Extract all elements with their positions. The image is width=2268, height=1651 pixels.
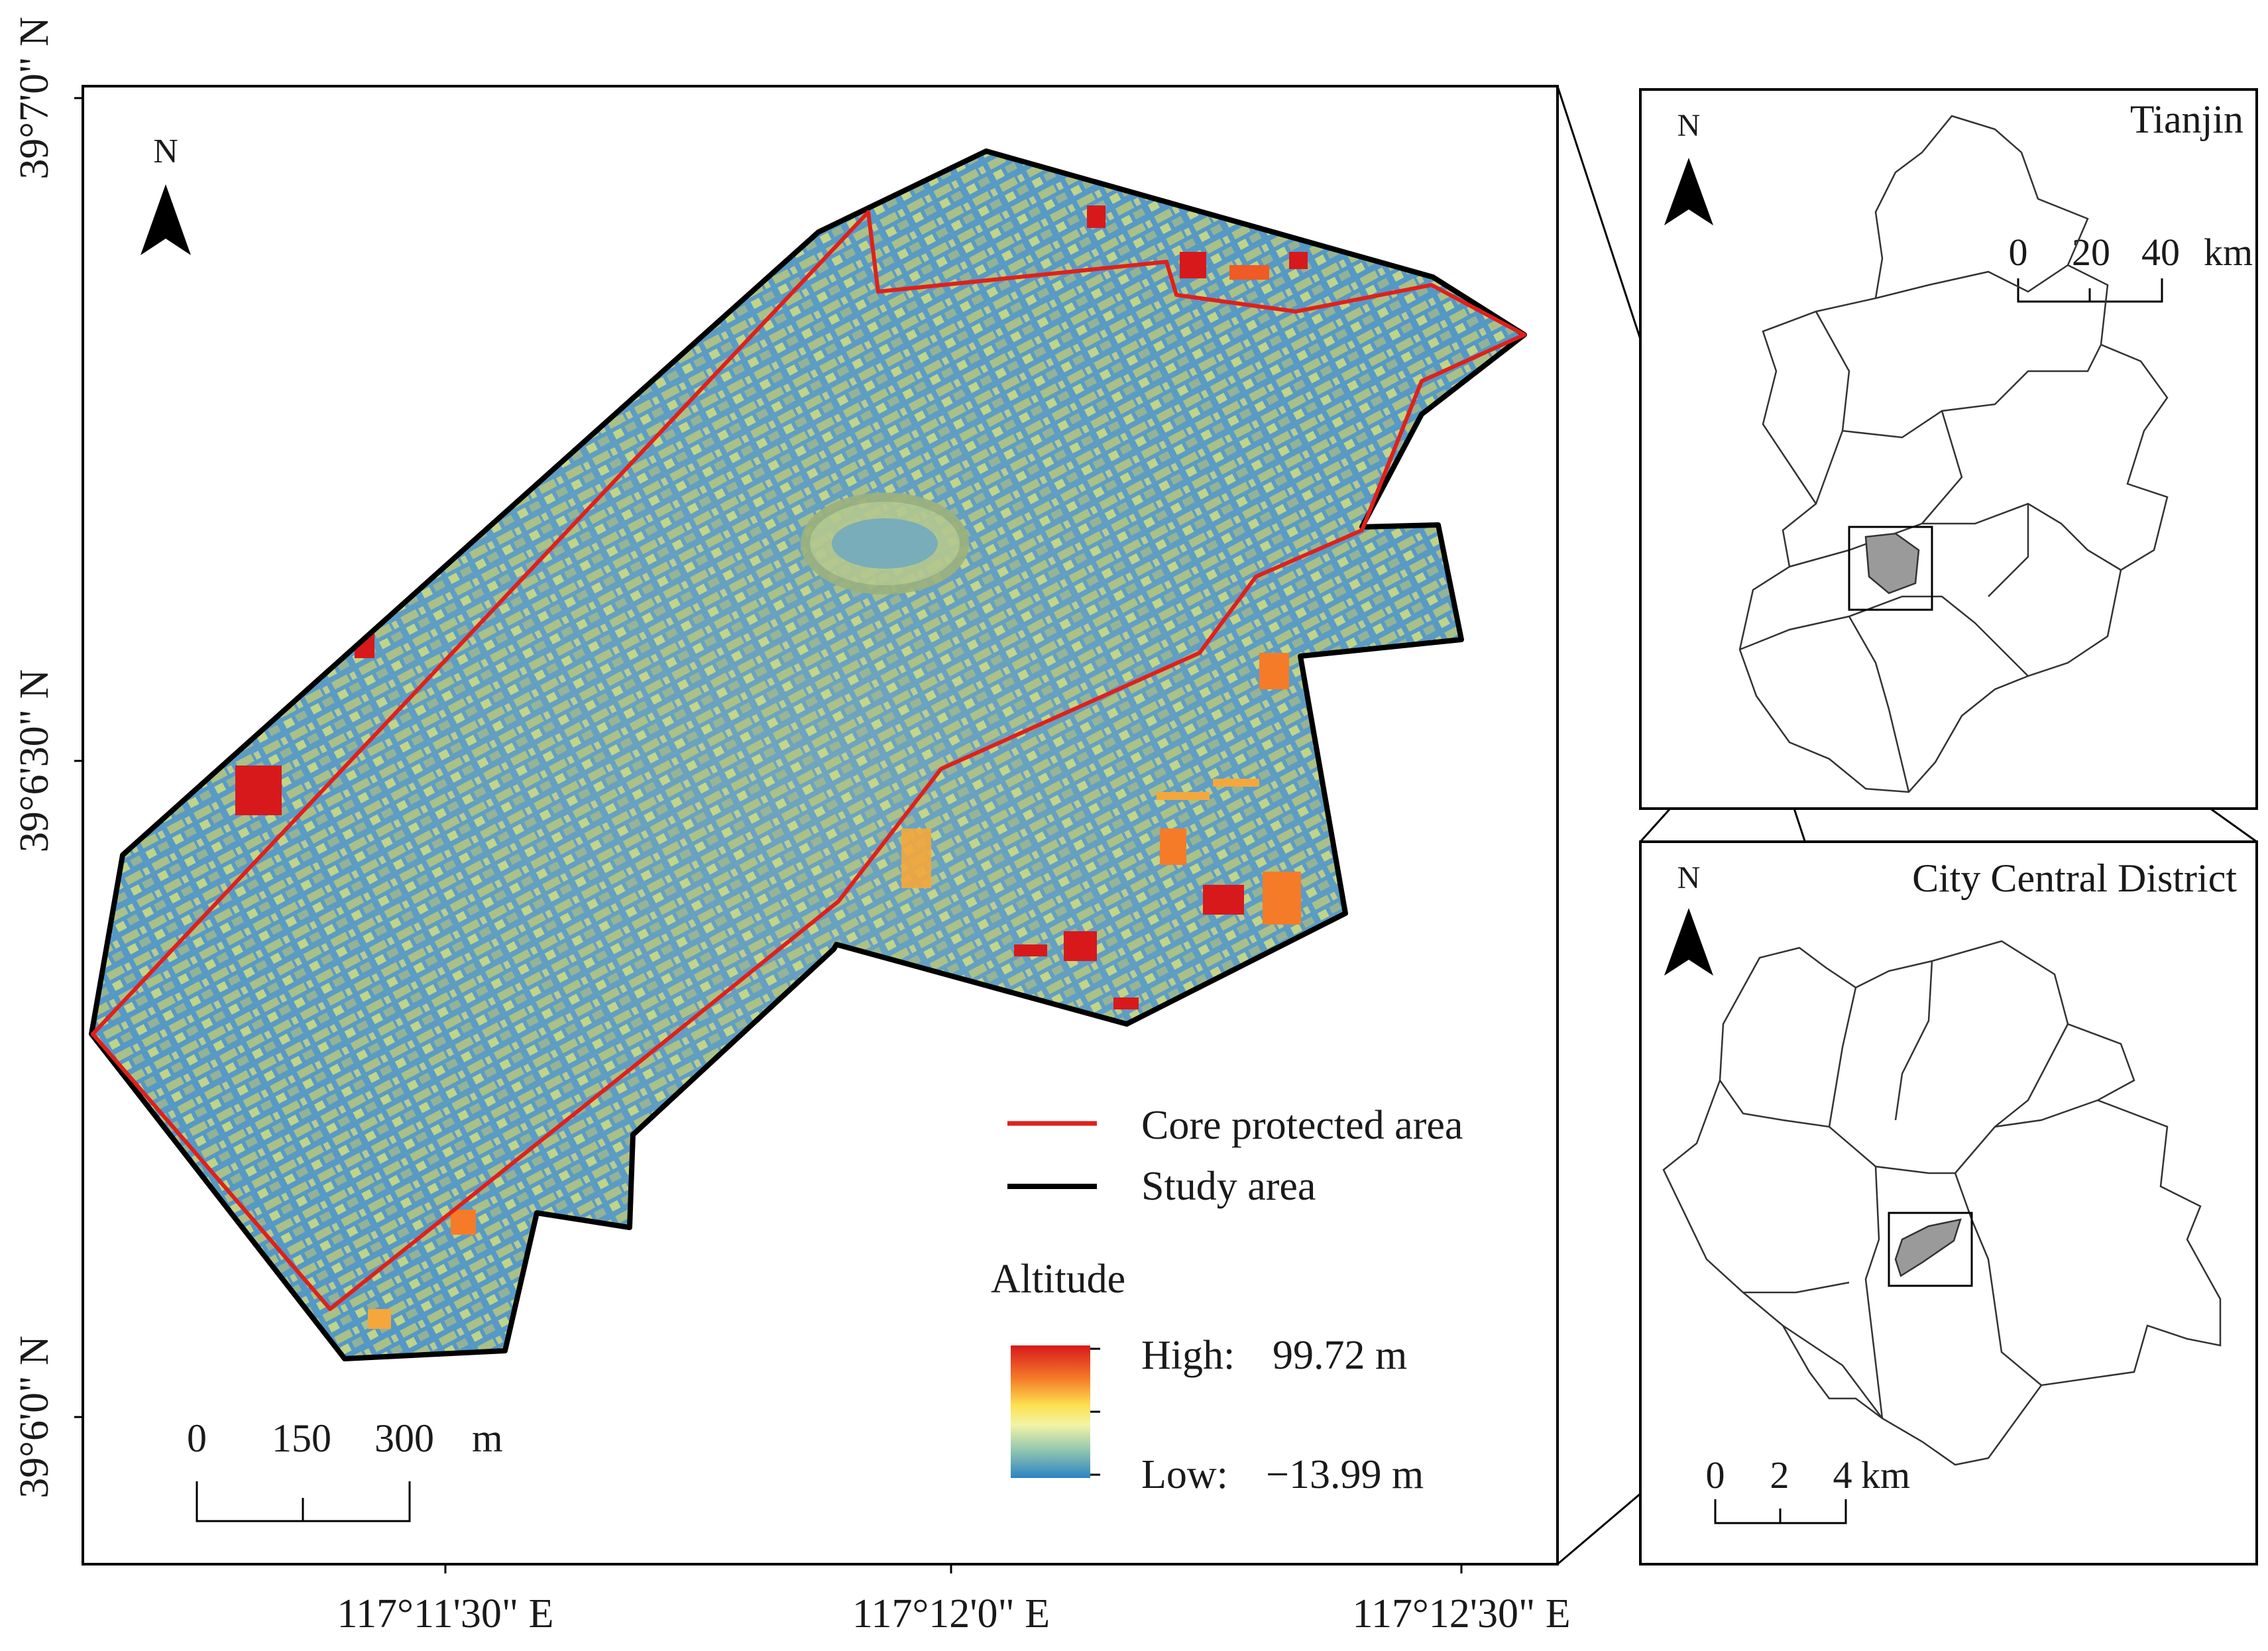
scale-tick-300: 300	[374, 1416, 434, 1460]
north-label: N	[153, 133, 178, 170]
district-locator-box	[1888, 1212, 1973, 1287]
core-protected-area-boundary	[91, 210, 1526, 1311]
legend-low-value: −13.99 m	[1266, 1452, 1424, 1497]
lon-label-right: 117°12'30" E	[1352, 1591, 1570, 1636]
tianjin-north-arrow-icon	[1664, 158, 1713, 225]
north-arrow-icon: N	[141, 133, 191, 255]
district-scale-tick-2: 2	[1770, 1453, 1789, 1497]
legend-study-label: Study area	[1141, 1164, 1316, 1209]
tianjin-city-center-highlight	[1864, 532, 1920, 595]
district-scale-tick-0: 0	[1706, 1453, 1725, 1497]
tianjin-outline	[1738, 115, 2169, 793]
scale-tick-150: 150	[272, 1416, 331, 1460]
lat-label-top: 39°7'0" N	[12, 17, 57, 180]
tianjin-scale-tick-20: 20	[2072, 231, 2110, 274]
altitude-colorbar	[1011, 1345, 1090, 1478]
district-north-arrow-icon	[1664, 908, 1713, 976]
legend-high-label: High:	[1141, 1333, 1235, 1378]
latitude-labels: 39°7'0" N 39°6'30" N 39°6'0" N	[12, 17, 83, 1499]
tianjin-scale-tick-0: 0	[2009, 231, 2028, 274]
tianjin-title: Tianjin	[2130, 97, 2243, 141]
legend: Core protected area Study area Altitude …	[991, 1103, 1463, 1497]
tianjin-inset-frame	[1639, 88, 2258, 810]
district-study-area-highlight	[1894, 1218, 1962, 1277]
tianjin-inset: Tianjin N 0 20 40 km	[1639, 88, 2258, 810]
scale-unit: m	[472, 1416, 503, 1460]
lat-label-bottom: 39°6'0" N	[12, 1336, 57, 1499]
district-inset-frame	[1639, 840, 2258, 1566]
lat-label-middle: 39°6'30" N	[12, 669, 57, 853]
altitude-raster	[91, 151, 1524, 1359]
scale-tick-0: 0	[187, 1416, 207, 1460]
district-scale-tick-4: 4	[1833, 1453, 1852, 1497]
district-scale-unit: km	[1861, 1453, 1910, 1497]
lon-label-middle: 117°12'0" E	[852, 1591, 1050, 1636]
tianjin-scale-unit: km	[2204, 231, 2253, 274]
legend-altitude-title: Altitude	[991, 1257, 1125, 1302]
district-outline	[1662, 940, 2222, 1466]
tianjin-locator-box	[1848, 526, 1933, 611]
scale-bar: 0 150 300 m	[187, 1416, 503, 1522]
main-map	[80, 133, 1571, 1392]
lon-label-left: 117°11'30" E	[337, 1591, 553, 1636]
legend-low-label: Low:	[1141, 1452, 1228, 1497]
tianjin-scale-tick-40: 40	[2141, 231, 2180, 274]
longitude-labels: 117°11'30" E 117°12'0" E 117°12'30" E	[337, 1564, 1571, 1636]
legend-high-value: 99.72 m	[1273, 1333, 1407, 1378]
legend-core-label: Core protected area	[1141, 1103, 1463, 1148]
tianjin-north-label: N	[1677, 108, 1701, 143]
main-map-frame	[82, 85, 1559, 1566]
district-north-label: N	[1677, 860, 1701, 895]
district-inset: City Central District N 0 2 4 km	[1639, 840, 2258, 1566]
district-title: City Central District	[1912, 856, 2237, 900]
